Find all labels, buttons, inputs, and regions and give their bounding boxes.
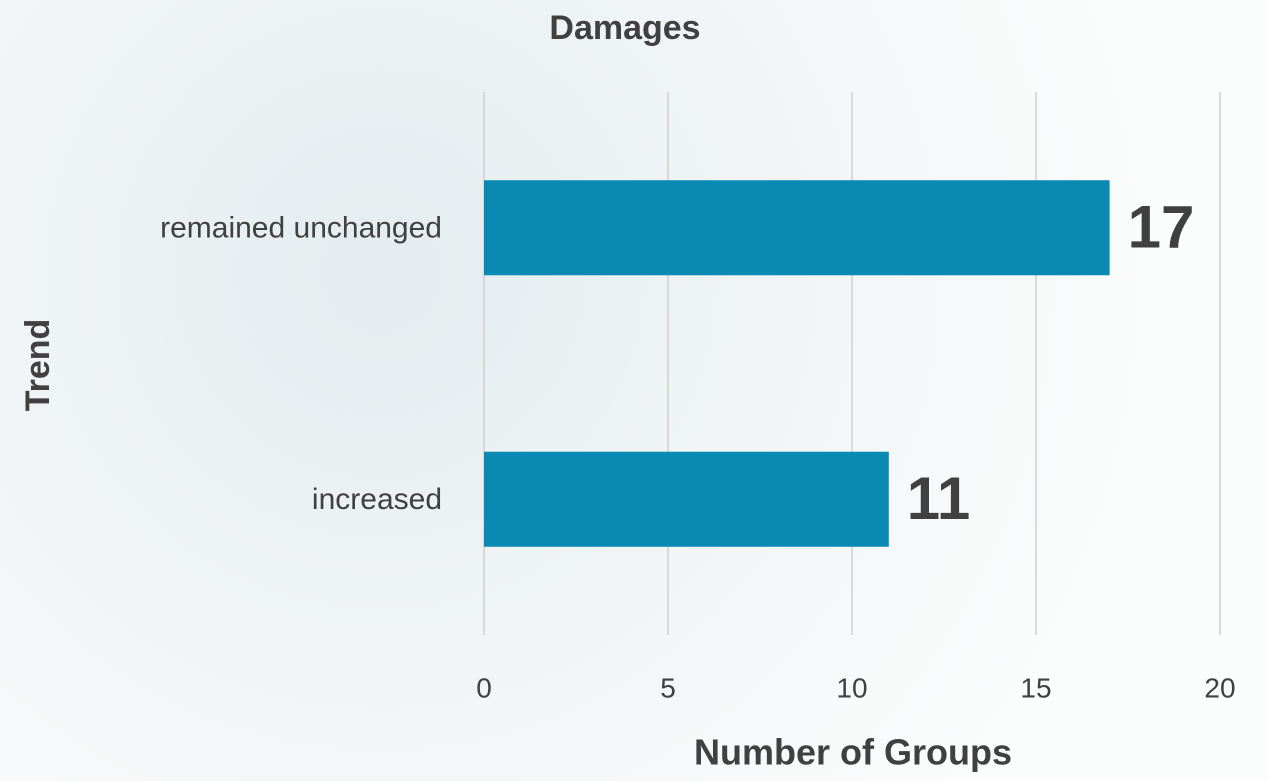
y-axis-label: Trend [19,319,57,412]
x-tick-label: 10 [836,672,867,703]
x-axis-label: Number of Groups [694,732,1012,773]
bar [484,451,889,547]
x-tick-label: 15 [1020,672,1051,703]
y-tick-label: increased [312,483,442,516]
x-tick-label: 20 [1204,672,1235,703]
y-tick-label: remained unchanged [160,212,442,245]
data-label: 11 [907,465,970,532]
x-tick-label: 0 [476,672,492,703]
data-label: 17 [1128,194,1195,261]
bar [484,180,1110,276]
chart-title: Damages [549,9,700,47]
x-tick-label: 5 [660,672,676,703]
